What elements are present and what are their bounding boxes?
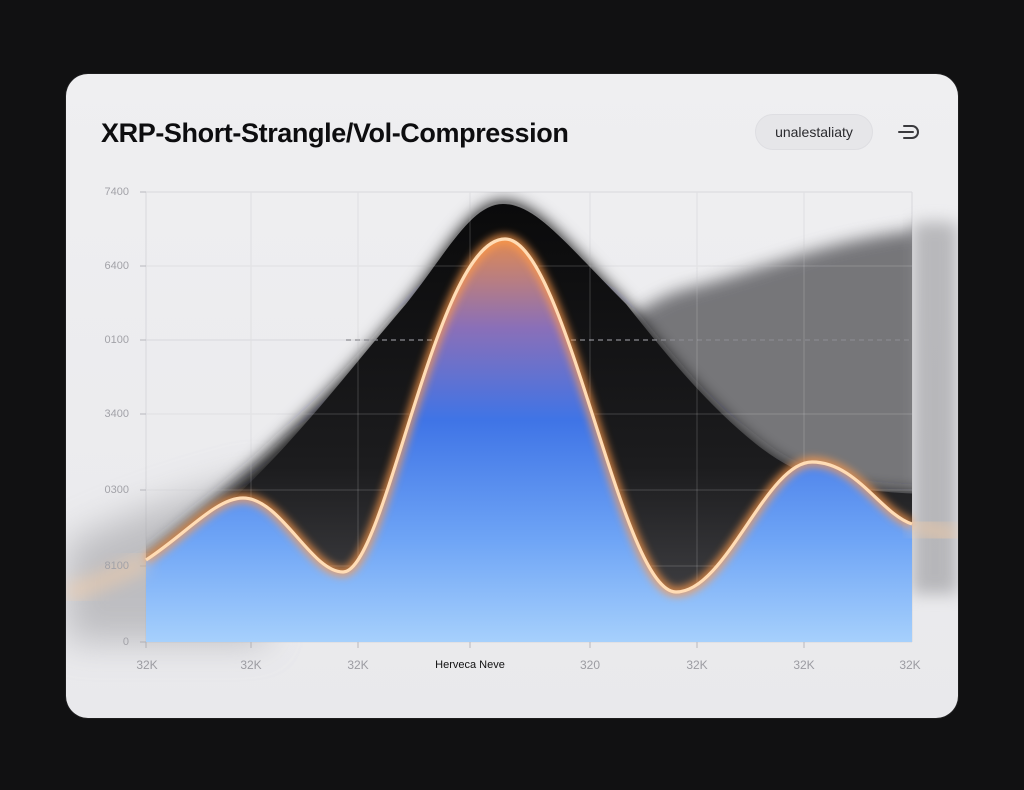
x-tick-label: Herveca Neve <box>435 659 505 671</box>
x-tick-label: 32K <box>136 658 158 672</box>
volatility-filter-pill[interactable]: unalestaliaty <box>755 114 873 150</box>
y-tick-label: 0300 <box>104 484 129 496</box>
x-tick-label: 32K <box>347 658 369 672</box>
y-tick-label: 6400 <box>104 260 129 272</box>
volatility-curve <box>145 237 913 594</box>
y-tick-label: 0 <box>122 636 129 648</box>
x-tick-label: 32K <box>793 658 815 672</box>
y-tick-label: 8100 <box>104 560 129 572</box>
x-tick-label: 32K <box>686 658 708 672</box>
menu-collapse-icon[interactable] <box>896 120 922 144</box>
x-tick-label: 32K <box>240 658 262 672</box>
volatility-area <box>146 239 912 642</box>
y-tick-label: 0100 <box>104 334 129 346</box>
x-tick-label: 320 <box>579 658 601 672</box>
y-tick-label: 7400 <box>104 186 129 198</box>
chart-card: XRP-Short-Strangle/Vol-Compression unale… <box>66 74 958 718</box>
chart-title: XRP-Short-Strangle/Vol-Compression <box>101 118 569 148</box>
chart-plot <box>66 191 958 648</box>
x-tick-label: 32K <box>899 658 921 672</box>
y-tick-label: 3400 <box>104 408 129 420</box>
